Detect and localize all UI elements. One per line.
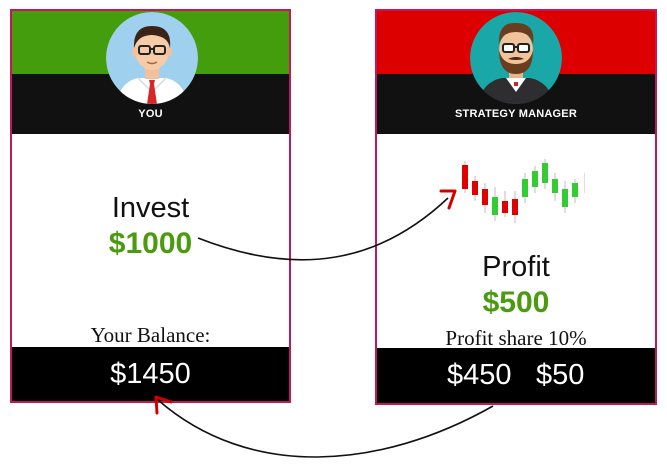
man-with-glasses-avatar-icon bbox=[106, 12, 198, 104]
profit-split-bar: $450 $50 bbox=[377, 348, 655, 403]
you-role-label: YOU bbox=[138, 108, 163, 120]
invest-label: Invest bbox=[111, 192, 190, 224]
you-card: YOU Invest $1000 Your Balance: $1450 bbox=[10, 9, 291, 403]
candlestick-chart-icon bbox=[462, 159, 585, 223]
curved-arrow-icon bbox=[197, 189, 457, 261]
curved-arrow-icon bbox=[154, 395, 494, 458]
manager-share-value: $50 bbox=[536, 359, 585, 391]
profit-share-label: Profit share 10% bbox=[445, 326, 587, 350]
balance-label: Your Balance: bbox=[90, 323, 211, 347]
manager-card: STRATEGY MANAGER Profit bbox=[375, 9, 657, 405]
balance-value: $1450 bbox=[110, 358, 191, 390]
investor-share-value: $450 bbox=[447, 359, 512, 391]
manager-role-label: STRATEGY MANAGER bbox=[455, 108, 577, 120]
invest-amount: $1000 bbox=[108, 227, 193, 260]
profit-amount: $500 bbox=[482, 286, 550, 319]
bearded-man-avatar-icon bbox=[470, 12, 562, 104]
balance-bar: $1450 bbox=[12, 347, 289, 401]
profit-label: Profit bbox=[482, 251, 550, 283]
